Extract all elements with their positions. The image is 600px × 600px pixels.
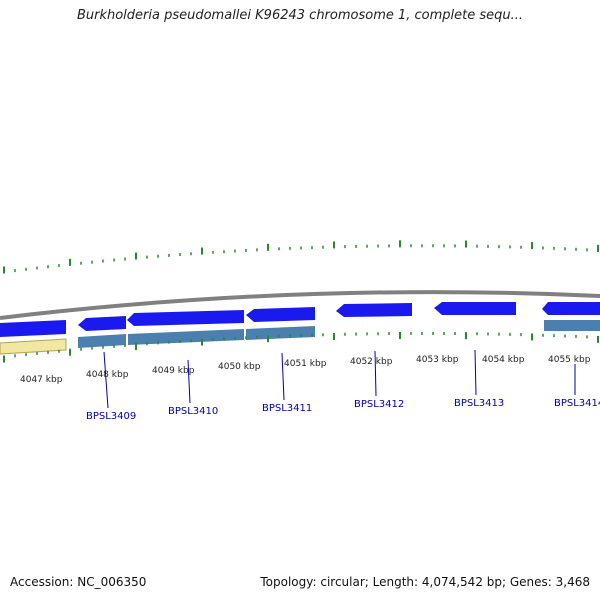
- ruler-label: 4049 kbp: [152, 366, 195, 376]
- gene-label-bpsl3413[interactable]: BPSL3413: [454, 398, 504, 409]
- yellow-feature[interactable]: [0, 338, 67, 355]
- gene-arrow[interactable]: [336, 303, 412, 317]
- backbone-arc: [0, 290, 600, 320]
- accession-text: Accession: NC_006350: [10, 575, 147, 589]
- ruler-label: 4051 kbp: [284, 359, 327, 369]
- gene-band[interactable]: [246, 326, 315, 340]
- gene-arrow[interactable]: [0, 320, 66, 337]
- map-title: Burkholderia pseudomallei K96243 chromos…: [76, 8, 524, 23]
- ruler-label: 4052 kbp: [350, 357, 393, 367]
- ruler-label: 4053 kbp: [416, 355, 459, 365]
- ruler-label: 4047 kbp: [20, 375, 63, 385]
- gene-arrow[interactable]: [246, 307, 315, 322]
- gene-band[interactable]: [544, 320, 600, 331]
- ruler-label: 4050 kbp: [218, 362, 261, 372]
- summary-text: Topology: circular; Length: 4,074,542 bp…: [260, 575, 590, 589]
- gene-band[interactable]: [128, 329, 244, 345]
- label-leaders: [103, 349, 576, 409]
- gene-arrow[interactable]: [434, 302, 516, 315]
- gene-bands: [0, 320, 600, 355]
- gene-arrow[interactable]: [78, 316, 126, 331]
- leader-line: [374, 350, 377, 397]
- forward-genes: [0, 302, 600, 337]
- gene-label-bpsl3414[interactable]: BPSL3414: [554, 398, 600, 409]
- gene-label-bpsl3412[interactable]: BPSL3412: [354, 399, 404, 410]
- leader-line: [103, 351, 109, 409]
- ruler-label: 4054 kbp: [482, 355, 525, 365]
- leader-line: [187, 359, 191, 404]
- gene-arrow[interactable]: [542, 302, 600, 315]
- gene-label-bpsl3409[interactable]: BPSL3409: [86, 411, 136, 422]
- gene-labels: BPSL3409 BPSL3410 BPSL3411 BPSL3412 BPSL…: [86, 398, 600, 422]
- gene-band[interactable]: [78, 334, 126, 348]
- ruler-label: 4055 kbp: [548, 355, 591, 365]
- bottom-ticks: [3, 331, 599, 363]
- ruler-label: 4048 kbp: [86, 370, 129, 380]
- gene-label-bpsl3411[interactable]: BPSL3411: [262, 403, 312, 414]
- top-ticks: [3, 240, 599, 274]
- gene-label-bpsl3410[interactable]: BPSL3410: [168, 406, 218, 417]
- leader-line: [474, 349, 477, 396]
- ruler-labels: 4047 kbp 4048 kbp 4049 kbp 4050 kbp 4051…: [20, 355, 591, 385]
- gene-arrow[interactable]: [127, 310, 244, 326]
- leader-line: [281, 352, 285, 401]
